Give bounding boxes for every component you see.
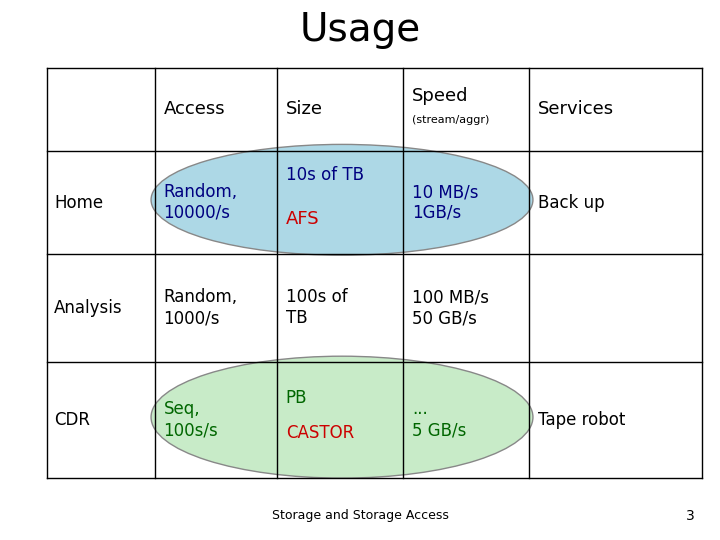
Text: 100 MB/s
50 GB/s: 100 MB/s 50 GB/s xyxy=(412,288,489,327)
Text: Size: Size xyxy=(286,100,323,118)
Text: Access: Access xyxy=(163,100,225,118)
Text: Seq,
100s/s: Seq, 100s/s xyxy=(163,401,218,439)
Text: Storage and Storage Access: Storage and Storage Access xyxy=(271,509,449,522)
Text: Services: Services xyxy=(538,100,614,118)
Text: Tape robot: Tape robot xyxy=(538,411,625,429)
Text: (stream/aggr): (stream/aggr) xyxy=(412,115,489,125)
Ellipse shape xyxy=(151,356,533,478)
Text: Back up: Back up xyxy=(538,193,605,212)
Text: Speed: Speed xyxy=(412,87,468,105)
Text: 100s of
TB: 100s of TB xyxy=(286,288,348,327)
Text: 10s of TB: 10s of TB xyxy=(286,166,364,185)
Text: ...
5 GB/s: ... 5 GB/s xyxy=(412,401,467,439)
Text: Analysis: Analysis xyxy=(54,299,122,317)
Text: 10 MB/s
1GB/s: 10 MB/s 1GB/s xyxy=(412,183,478,222)
Text: Usage: Usage xyxy=(300,11,420,49)
Ellipse shape xyxy=(151,144,533,255)
Text: Random,
10000/s: Random, 10000/s xyxy=(163,183,238,222)
Text: PB: PB xyxy=(286,389,307,407)
Text: Home: Home xyxy=(54,193,103,212)
Text: AFS: AFS xyxy=(286,210,320,228)
Text: 3: 3 xyxy=(686,509,695,523)
Text: CASTOR: CASTOR xyxy=(286,424,354,442)
Text: CDR: CDR xyxy=(54,411,90,429)
Text: Random,
1000/s: Random, 1000/s xyxy=(163,288,238,327)
